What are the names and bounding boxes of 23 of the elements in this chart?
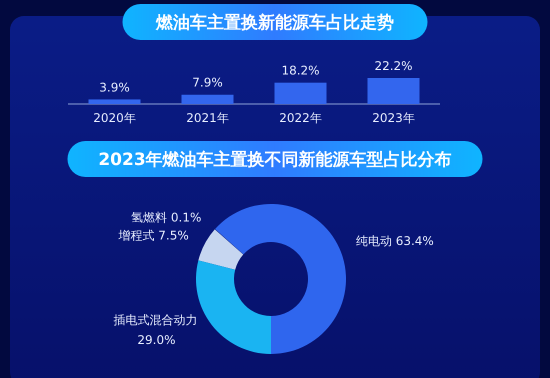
bar — [182, 94, 234, 104]
slice-label: 增程式 7.5% — [117, 228, 189, 242]
donut-slice — [198, 229, 244, 270]
x-tick-label: 2021年 — [186, 111, 229, 125]
data-label: 29.0% — [137, 333, 176, 347]
x-tick-label: 2022年 — [279, 111, 322, 125]
donut-slice — [214, 229, 244, 255]
data-label: 18.2% — [281, 64, 320, 78]
donut-slice — [215, 204, 346, 354]
bar — [88, 99, 140, 104]
data-label: 7.9% — [192, 76, 223, 90]
slice-label: 氢燃料 0.1% — [131, 210, 202, 224]
slice-label: 纯电动 63.4% — [356, 234, 434, 248]
bar — [368, 78, 420, 104]
x-tick-label: 2023年 — [372, 111, 415, 125]
chart-title: 燃油车主置换新能源车占比走势 — [155, 13, 394, 33]
chart-title: 2023年燃油车主置换不同新能源车型占比分布 — [98, 150, 452, 170]
slice-label: 插电式混合动力 — [114, 313, 198, 327]
donut-slice — [196, 260, 271, 354]
bar — [274, 82, 326, 104]
data-label: 22.2% — [374, 59, 413, 73]
data-label: 3.9% — [99, 80, 130, 94]
x-tick-label: 2020年 — [93, 111, 136, 125]
